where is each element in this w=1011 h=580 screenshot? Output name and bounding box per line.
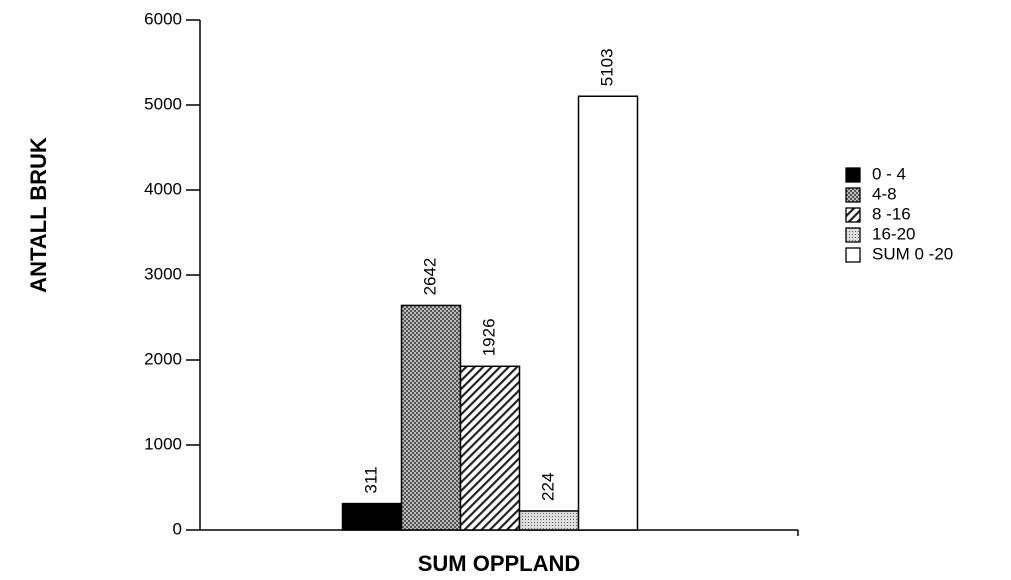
bar [518,510,580,531]
x-tick-label: SUM OPPLAND [418,551,581,576]
y-tick-label: 3000 [144,264,182,283]
y-tick-label: 6000 [144,9,182,28]
y-tick-label: 4000 [144,179,182,198]
legend-label: 16-20 [872,224,915,243]
data-label: 2642 [420,258,439,296]
legend-label: 8 -16 [872,204,911,223]
bar [341,502,403,531]
y-axis-label: ANTALL BRUK [26,137,51,293]
legend-swatch [845,207,861,223]
data-label: 1926 [479,318,498,356]
y-tick-label: 1000 [144,434,182,453]
y-tick-label: 0 [173,519,182,538]
legend-label: SUM 0 -20 [872,244,953,263]
bar [577,95,639,531]
y-tick-label: 5000 [144,94,182,113]
data-label: 224 [538,473,557,501]
bar [400,304,462,531]
y-tick-label: 2000 [144,349,182,368]
legend-swatch [845,227,861,243]
legend-swatch [845,167,861,183]
data-label: 5103 [597,48,616,86]
legend-label: 4-8 [872,184,897,203]
legend-swatch [845,187,861,203]
legend-swatch [845,247,861,263]
data-label: 311 [361,466,380,493]
bar [459,365,521,531]
legend-label: 0 - 4 [872,164,906,183]
